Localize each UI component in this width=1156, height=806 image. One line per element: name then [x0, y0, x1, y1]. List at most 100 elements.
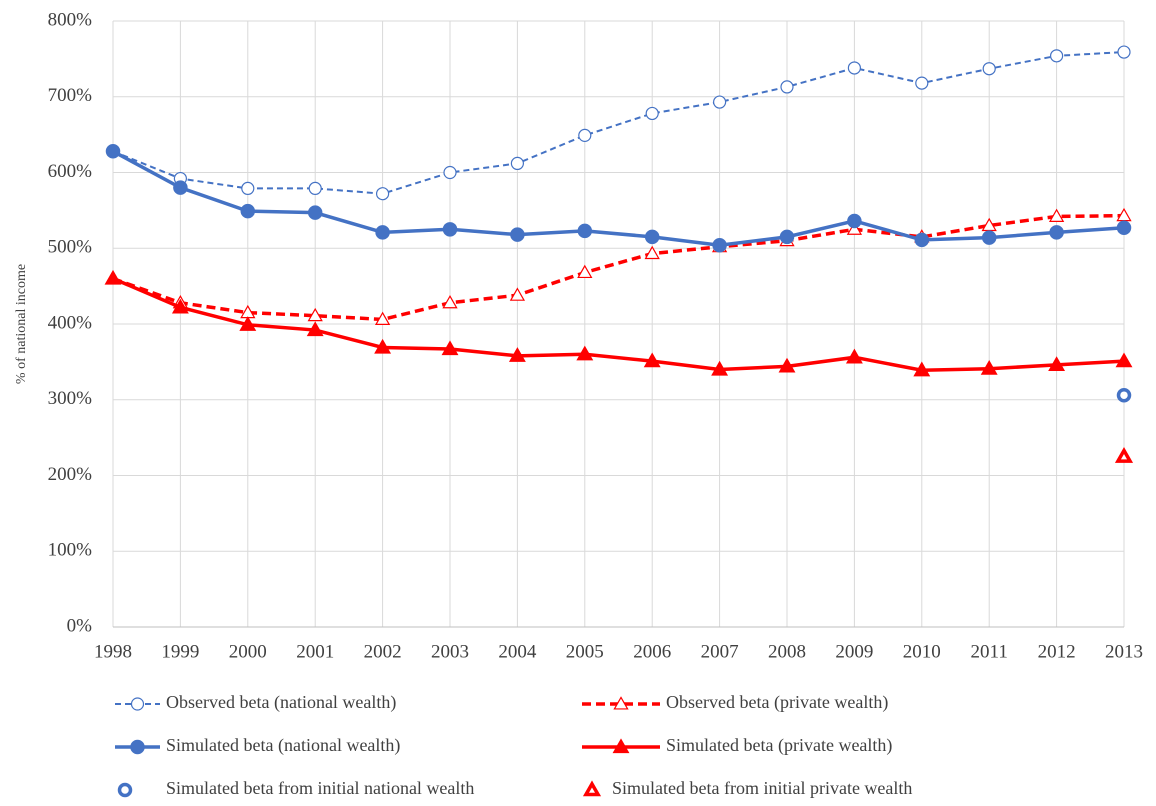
marker [307, 307, 323, 322]
x-tick-label: 2002 [364, 641, 402, 662]
marker [1116, 387, 1132, 403]
y-tick-label: 600% [48, 161, 93, 182]
marker [846, 221, 863, 235]
x-tick-label: 2010 [903, 641, 941, 662]
marker [1115, 352, 1133, 368]
marker [1048, 356, 1066, 372]
marker [645, 106, 659, 121]
y-tick-label: 400% [48, 312, 93, 333]
marker [779, 229, 795, 245]
marker [307, 205, 323, 220]
marker [778, 357, 796, 373]
marker [239, 316, 257, 331]
x-tick-label: 2003 [431, 641, 469, 662]
x-tick-label: 2001 [296, 641, 334, 662]
x-tick-label: 2007 [701, 641, 739, 662]
series-line [112, 149, 1125, 247]
x-tick-label: 2000 [229, 641, 267, 662]
marker [171, 298, 189, 314]
x-tick-label: 2005 [566, 641, 604, 662]
marker [1049, 225, 1064, 240]
marker [982, 62, 996, 76]
marker [845, 348, 863, 364]
x-tick-label: 1998 [94, 641, 132, 662]
marker [980, 360, 998, 375]
marker [1116, 220, 1132, 236]
x-tick-label: 2008 [768, 641, 806, 662]
x-tick-label: 2011 [971, 641, 1008, 662]
marker [105, 144, 121, 159]
marker [914, 232, 930, 248]
y-tick-label: 0% [67, 615, 93, 636]
marker [375, 225, 390, 240]
y-tick-label: 100% [48, 540, 93, 561]
legend-marker [612, 738, 630, 754]
marker [241, 181, 255, 196]
marker [376, 187, 390, 201]
legend-marker [613, 696, 629, 710]
marker [443, 165, 457, 180]
marker [442, 222, 458, 237]
legend-label: Simulated beta (national wealth) [166, 735, 400, 756]
marker [577, 264, 593, 279]
legend-marker [130, 739, 145, 755]
y-tick-label: 500% [48, 237, 93, 258]
marker [577, 223, 593, 239]
legend-label: Observed beta (private wealth) [666, 692, 888, 713]
marker [104, 269, 122, 285]
marker [441, 340, 459, 356]
marker [510, 227, 525, 242]
marker [712, 237, 727, 253]
y-tick-label: 700% [48, 85, 93, 106]
legend-marker [117, 782, 133, 798]
y-tick-label: 200% [48, 464, 93, 485]
legend-label: Observed beta (national wealth) [166, 692, 396, 713]
x-tick-label: 2012 [1038, 641, 1076, 662]
series-line [112, 51, 1125, 195]
marker [643, 352, 661, 368]
marker [1117, 45, 1131, 59]
series-line [112, 276, 1125, 372]
marker [240, 203, 256, 219]
y-axis-label: % of national income [14, 264, 29, 384]
legend: Observed beta (national wealth) Observed … [115, 692, 912, 798]
legend-label: Simulated beta from initial private weal… [612, 778, 912, 798]
x-tick-label: 2013 [1105, 641, 1143, 662]
x-tick-label: 2004 [498, 641, 537, 662]
marker [712, 95, 727, 109]
y-tick-label: 300% [48, 388, 93, 409]
legend-marker [130, 697, 145, 711]
series-line [112, 213, 1125, 322]
x-tick-label: 2006 [633, 641, 671, 662]
marker [847, 213, 862, 229]
x-tick-label: 2009 [835, 641, 873, 662]
marker [308, 181, 322, 196]
marker [1049, 49, 1064, 63]
marker [711, 360, 729, 376]
marker [508, 347, 526, 362]
marker [780, 80, 794, 94]
marker [442, 294, 458, 309]
marker [644, 229, 660, 245]
y-tick-label: 800% [48, 9, 93, 30]
marker [644, 245, 660, 260]
x-tick-label: 1999 [161, 641, 199, 662]
legend-label: Simulated beta (private wealth) [666, 735, 892, 756]
marker [981, 230, 997, 245]
marker [509, 287, 526, 301]
marker [578, 128, 592, 142]
marker [1114, 446, 1134, 463]
legend-marker [582, 780, 602, 797]
legend-label: Simulated beta from initial national wea… [166, 778, 474, 798]
marker [306, 321, 324, 337]
marker [915, 76, 929, 90]
marker [374, 338, 392, 354]
marker [913, 361, 931, 377]
marker [374, 311, 391, 326]
marker [1048, 208, 1065, 222]
marker [173, 180, 188, 195]
marker [576, 345, 594, 361]
marker [847, 61, 862, 75]
marker [510, 156, 525, 171]
